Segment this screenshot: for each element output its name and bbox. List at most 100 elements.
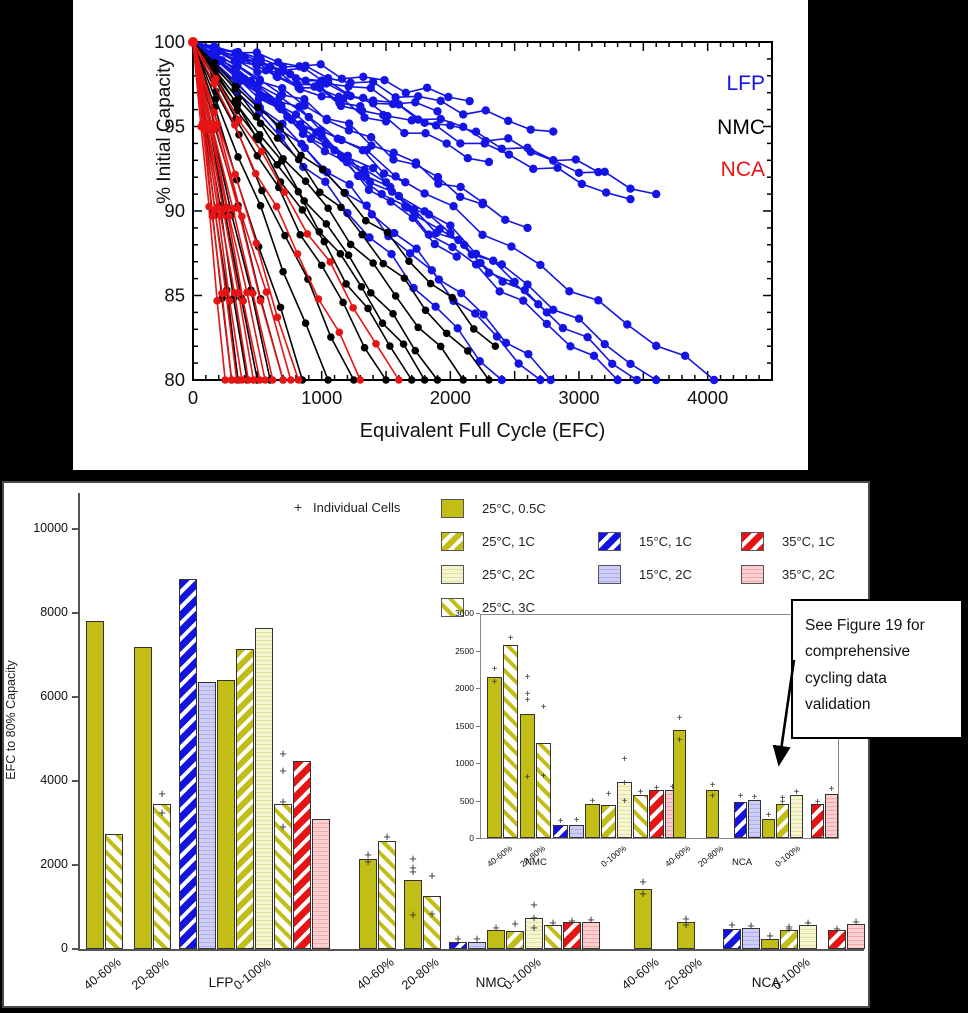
plus-marker: +	[428, 867, 436, 883]
data-point-lfp	[230, 56, 240, 66]
data-point-lfp	[481, 106, 490, 115]
inset-y-tick	[476, 613, 480, 614]
data-point-nca	[208, 212, 217, 220]
plus-marker: +	[682, 911, 690, 927]
data-point-lfp	[476, 258, 485, 268]
inset-plus-marker: +	[507, 632, 514, 644]
plus-marker: +	[158, 785, 166, 801]
inset-plus-marker: +	[765, 809, 772, 821]
data-point-lfp	[356, 102, 365, 111]
data-point-lfp	[453, 324, 462, 333]
inset-bar	[585, 804, 600, 838]
data-point-lfp	[400, 128, 409, 138]
data-point-nmc	[233, 101, 242, 109]
data-point-nmc	[463, 347, 472, 355]
data-point-nmc	[382, 376, 390, 384]
data-point-lfp	[504, 150, 514, 159]
data-point-nca	[314, 295, 323, 303]
data-point-nmc	[279, 267, 287, 276]
inset-plus-marker: +	[737, 791, 744, 802]
data-point-nmc	[234, 153, 242, 161]
data-point-lfp	[390, 228, 399, 238]
data-point-lfp	[456, 192, 465, 202]
data-point-nca	[221, 376, 229, 384]
legend-label: 15°C, 2C	[639, 567, 692, 582]
bar-nmc-0-100%-25°C, 0.5C	[487, 930, 505, 949]
data-point-nmc	[459, 376, 468, 384]
data-point-lfp	[365, 178, 375, 187]
top-x-axis-label: Equivalent Full Cycle (EFC)	[359, 420, 606, 442]
legend-entry-nca: NCA	[720, 158, 765, 181]
data-point-lfp	[321, 177, 330, 186]
data-point-lfp	[510, 277, 519, 287]
data-point-lfp	[546, 375, 555, 385]
bar-nca-0-100%-25°C, 0.5C	[761, 938, 779, 949]
bar-nmc-40-60%-25°C, 0.5C	[359, 858, 377, 949]
plus-marker: +	[639, 873, 647, 889]
data-point-lfp	[391, 93, 400, 102]
data-point-lfp	[448, 242, 457, 252]
data-point-nmc	[364, 304, 372, 313]
data-point-nmc	[485, 376, 493, 384]
data-point-nmc	[491, 342, 500, 351]
data-point-lfp	[321, 139, 330, 149]
plus-marker: +	[728, 917, 736, 933]
data-point-lfp	[314, 80, 323, 90]
data-point-nmc	[400, 274, 409, 282]
data-point-lfp	[442, 139, 451, 148]
data-point-lfp	[524, 349, 533, 359]
data-point-nmc	[436, 342, 445, 351]
inset-plus-marker: +	[589, 795, 596, 807]
data-point-lfp	[504, 134, 513, 143]
data-point-nca	[238, 376, 246, 384]
data-point-lfp	[231, 48, 240, 57]
plus-marker: +	[158, 804, 166, 820]
y-tick-label: 85	[164, 285, 185, 306]
data-point-lfp	[379, 169, 389, 178]
inset-y-tick-label: 500	[459, 795, 474, 806]
data-point-lfp	[346, 91, 355, 101]
data-point-nmc	[383, 228, 392, 237]
inset-plus-marker: +	[491, 664, 498, 676]
data-point-lfp	[343, 151, 353, 160]
data-point-nmc	[258, 186, 266, 195]
plus-marker: +	[833, 920, 841, 936]
data-point-lfp	[413, 115, 423, 124]
annotation-line: cycling data	[805, 669, 887, 687]
data-point-lfp	[583, 332, 592, 342]
data-point-nmc	[210, 58, 219, 67]
degradation-line-nmc	[192, 41, 387, 381]
data-point-lfp	[420, 189, 429, 198]
data-point-nca	[225, 212, 233, 221]
plus-marker: +	[766, 927, 774, 943]
data-point-nmc	[252, 113, 261, 121]
y-tick-label: 2000	[40, 857, 68, 871]
inset-y-tick	[476, 650, 480, 652]
data-point-nca	[326, 258, 335, 266]
data-point-nca	[280, 188, 289, 196]
data-point-lfp	[317, 92, 326, 101]
data-point-lfp	[456, 182, 465, 192]
inset-plus-marker: +	[621, 796, 628, 808]
data-point-nmc	[391, 292, 400, 300]
y-tick-label: 4000	[40, 773, 68, 787]
data-point-lfp	[380, 75, 389, 85]
legend-entry-lfp: LFP	[726, 72, 765, 95]
data-point-lfp	[457, 288, 466, 298]
data-point-nca	[249, 376, 258, 384]
x-tick-label: 2000	[430, 387, 471, 408]
degradation-line-nca	[192, 41, 400, 381]
bar-lfp-0-100%-25°C, 1C	[236, 648, 254, 949]
plus-marker: +	[383, 828, 391, 844]
data-point-nmc	[301, 319, 310, 327]
data-point-nca	[225, 297, 234, 305]
annotation-line: validation	[805, 696, 871, 714]
data-point-nca	[216, 212, 225, 221]
inset-y-tick-label: 3000	[455, 608, 474, 618]
y-tick-label: 95	[164, 116, 185, 137]
data-point-nmc	[281, 231, 289, 240]
data-point-lfp	[431, 121, 441, 130]
plus-marker-symbol: +	[294, 499, 303, 515]
data-point-lfp	[291, 110, 301, 119]
data-point-nmc	[316, 188, 324, 197]
